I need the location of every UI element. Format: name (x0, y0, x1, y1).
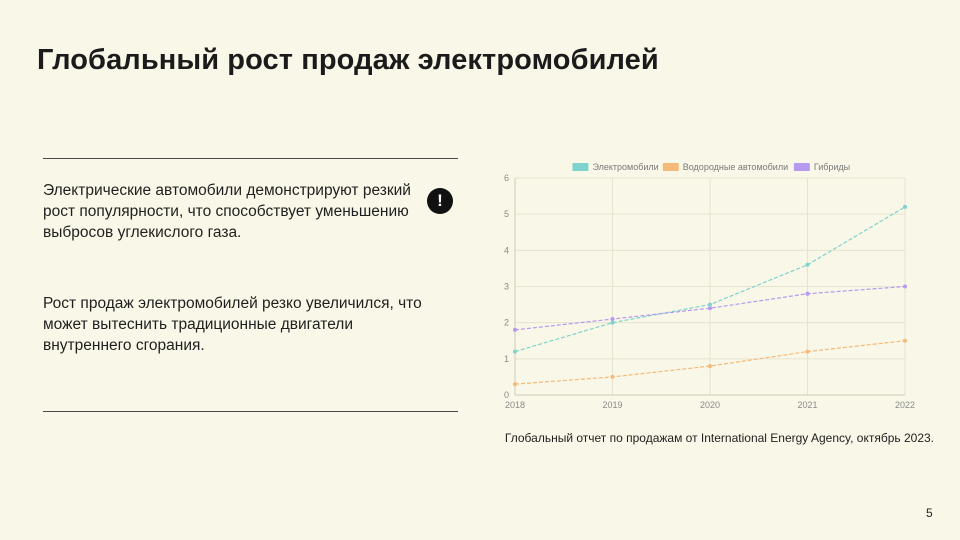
data-point (805, 262, 810, 267)
data-point (513, 327, 517, 332)
legend-swatch (572, 163, 589, 171)
legend-label: Водородные автомобили (683, 162, 788, 172)
slide-title: Глобальный рост продаж электромобилей (37, 44, 659, 76)
x-tick-label: 2021 (797, 400, 817, 410)
data-point (903, 338, 907, 343)
data-point (708, 302, 712, 307)
data-point (513, 349, 517, 354)
exclamation-icon: ! (427, 188, 453, 214)
y-tick-label: 1 (504, 354, 509, 364)
x-tick-label: 2018 (505, 400, 525, 410)
data-point (903, 284, 907, 289)
y-tick-label: 4 (504, 245, 509, 255)
data-point (805, 291, 810, 296)
paragraph-sales-growth: Рост продаж электромобилей резко увеличи… (43, 295, 422, 354)
data-point (903, 204, 907, 209)
series-line (514, 285, 906, 331)
legend-swatch (662, 163, 679, 171)
data-point (513, 382, 517, 387)
ev-sales-line-chart: 0 1 2 3 4 5 6 2018 2019 2020 2021 2022 Электромобили… (504, 162, 915, 410)
y-tick-label: 6 (504, 173, 509, 183)
y-tick-label: 5 (504, 209, 509, 219)
y-tick-label: 3 (504, 282, 509, 292)
data-point (610, 374, 615, 379)
data-point (708, 306, 712, 311)
legend-label: Электромобили (592, 162, 658, 172)
chart-caption: Глобальный отчет по продажам от Internat… (504, 431, 934, 445)
y-tick-label: 2 (504, 318, 509, 328)
page-number: 5 (926, 506, 933, 520)
x-tick-label: 2019 (602, 400, 622, 410)
bottom-divider (43, 411, 458, 412)
top-divider (43, 158, 458, 159)
legend-label: Гибриды (814, 162, 850, 172)
data-point (708, 364, 712, 369)
legend-swatch (793, 163, 810, 171)
x-tick-label: 2020 (700, 400, 720, 410)
data-point (610, 317, 615, 322)
paragraph-emissions: Электрические автомобили демонстрируют р… (43, 182, 411, 241)
data-point (610, 320, 615, 325)
x-tick-label: 2022 (895, 400, 915, 410)
data-point (805, 349, 810, 354)
y-tick-label: 0 (504, 390, 509, 400)
